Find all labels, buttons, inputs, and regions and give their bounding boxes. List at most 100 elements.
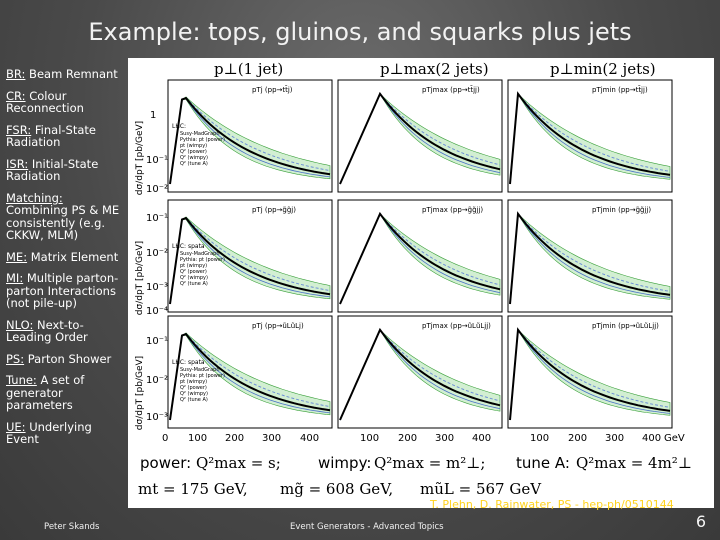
glossary-text: Multiple parton-parton Interactions (not… bbox=[6, 271, 119, 310]
legend-entry: Q² (wimpy) bbox=[180, 155, 208, 161]
legend-header: LHC: spata bbox=[172, 359, 205, 366]
y-tick-label: 10⁻³ bbox=[146, 412, 168, 423]
madgraph-curve bbox=[169, 332, 331, 421]
glossary-abbr: NLO: bbox=[6, 317, 34, 332]
y-tick-label: 10⁻² bbox=[146, 248, 168, 259]
legend-entry: Susy-MadGraph bbox=[180, 131, 220, 137]
citation-credit: T. Plehn, D. Rainwater, PS - hep-ph/0510… bbox=[430, 498, 674, 511]
glossary-abbr: MI: bbox=[6, 271, 24, 285]
page-number: 6 bbox=[695, 512, 706, 531]
process-label: pTjmax (pp→ũLũLjj) bbox=[422, 322, 491, 330]
madgraph-curve bbox=[339, 327, 501, 421]
uncertainty-band bbox=[169, 216, 331, 305]
pythia-curve bbox=[509, 212, 671, 305]
process-label: pTjmin (pp→g̃g̃jj) bbox=[592, 206, 651, 214]
x-tick-label: 200 bbox=[225, 433, 244, 444]
pythia-curve bbox=[169, 98, 331, 185]
y-tick-label: 1 bbox=[150, 110, 156, 121]
glossary-text: Underlying Event bbox=[6, 419, 92, 446]
pythia-curve bbox=[509, 328, 671, 421]
x-tick-label: 400 bbox=[472, 433, 491, 444]
x-tick-label: 200 bbox=[568, 433, 587, 444]
uncertainty-band bbox=[509, 328, 671, 421]
x-tick-label: 300 bbox=[262, 433, 281, 444]
y-tick-label: 10⁻¹ bbox=[146, 155, 168, 166]
column-header: p⊥max(2 jets) bbox=[380, 60, 489, 78]
legend-entry: Pythia: pt (power) bbox=[180, 257, 225, 263]
glossary-abbr: UE: bbox=[6, 419, 26, 434]
process-label: pTj (pp→ũLũLj) bbox=[252, 322, 304, 330]
glossary-text: Next-to-Leading Order bbox=[6, 317, 88, 344]
glossary-item: NLO: Next-to-Leading Order bbox=[6, 317, 126, 344]
y-tick-label: 10⁻² bbox=[146, 375, 168, 386]
x-tick-label: 100 bbox=[188, 433, 207, 444]
glossary-abbr: Tune: bbox=[6, 373, 37, 387]
legend-entry: Q² (power) bbox=[180, 269, 207, 275]
glossary-abbr: FSR: bbox=[6, 122, 32, 137]
x-unit-label: GeV bbox=[664, 433, 685, 444]
x-tick-label: 400 bbox=[300, 433, 319, 444]
squark-mass: mũL = 567 GeV bbox=[420, 480, 542, 498]
legend-entry: pt (wimpy) bbox=[180, 263, 207, 269]
pythia-curve bbox=[169, 96, 331, 185]
y-tick-label: 10⁻⁴ bbox=[146, 306, 168, 317]
glossary-item: ME: Matrix Element bbox=[6, 249, 126, 264]
glossary-item: UE: Underlying Event bbox=[6, 419, 126, 446]
glossary-item: Tune: A set of generator parameters bbox=[6, 374, 126, 412]
legend-entry: Pythia: pt (power) bbox=[180, 137, 225, 143]
plot-panel-frame bbox=[507, 199, 673, 313]
footer-talk-title: Event Generators - Advanced Topics bbox=[290, 522, 444, 532]
tune-wimpy-formula: Q²max = m²⊥; bbox=[374, 454, 485, 472]
madgraph-curve bbox=[169, 216, 331, 305]
top-mass: mt = 175 GeV, bbox=[138, 480, 248, 498]
process-label: pTj (pp→g̃g̃j) bbox=[252, 206, 296, 214]
pythia-curve bbox=[509, 328, 671, 421]
glossary-abbr: Matching: bbox=[6, 190, 63, 205]
plot-panel-frame bbox=[507, 79, 673, 193]
y-axis-label: dσ/dpT [pb/GeV] bbox=[135, 121, 145, 195]
y-tick-label: 10⁻¹ bbox=[146, 213, 168, 224]
legend-entry: Q² (tune A) bbox=[180, 397, 208, 403]
legend-entry: Q² (wimpy) bbox=[180, 275, 208, 281]
legend-entry: pt (wimpy) bbox=[180, 143, 207, 149]
plot-figure: p⊥(1 jet) p⊥max(2 jets) p⊥min(2 jets) dσ… bbox=[128, 58, 714, 508]
glossary-text: Matrix Element bbox=[27, 249, 119, 264]
glossary-item: Matching: Combining PS & ME consistently… bbox=[6, 190, 126, 242]
uncertainty-band bbox=[509, 212, 671, 305]
legend-header: LHC: spata bbox=[172, 243, 205, 250]
legend-entry: Q² (tune A) bbox=[180, 161, 208, 167]
process-label: pTj (pp→tt̄j) bbox=[252, 85, 293, 94]
legend-header: LHC: bbox=[172, 123, 186, 130]
glossary-abbr: PS: bbox=[6, 351, 25, 366]
footer-author: Peter Skands bbox=[44, 522, 100, 532]
glossary-text: Initial-State Radiation bbox=[6, 156, 99, 183]
glossary-item: PS: Parton Shower bbox=[6, 351, 126, 366]
madgraph-curve bbox=[339, 211, 501, 305]
glossary-abbr: BR: bbox=[6, 67, 26, 81]
pythia-curve bbox=[169, 218, 331, 305]
legend-entry: Susy-MadGraph bbox=[180, 367, 220, 373]
legend-entry: Q² (power) bbox=[180, 149, 207, 155]
y-axis-label: dσ/dpT [pb/GeV] bbox=[135, 241, 145, 315]
x-tick-label: 300 bbox=[605, 433, 624, 444]
legend-entry: Pythia: pt (power) bbox=[180, 373, 225, 379]
glossary-list: BR: Beam Remnant CR: Colour Reconnection… bbox=[6, 68, 126, 455]
plot-grid-svg: p⊥(1 jet) p⊥max(2 jets) p⊥min(2 jets) dσ… bbox=[135, 60, 692, 498]
glossary-abbr: ISR: bbox=[6, 156, 29, 171]
plot-panel-frame bbox=[507, 315, 673, 429]
tune-a-label: tune A: bbox=[516, 454, 570, 472]
process-label: pTjmin (pp→ũLũLjj) bbox=[592, 322, 659, 330]
x-tick-label: 200 bbox=[398, 433, 417, 444]
pythia-curve bbox=[509, 92, 671, 185]
pythia-curve bbox=[509, 92, 671, 185]
glossary-text: Final-State Radiation bbox=[6, 122, 96, 149]
slide-title: Example: tops, gluinos, and squarks plus… bbox=[88, 18, 632, 46]
uncertainty-band bbox=[169, 332, 331, 421]
x-tick-label: 400 bbox=[642, 433, 661, 444]
madgraph-curve bbox=[339, 91, 501, 185]
glossary-text: A set of generator parameters bbox=[6, 373, 85, 412]
madgraph-curve bbox=[509, 327, 671, 421]
glossary-item: MI: Multiple parton-parton Interactions … bbox=[6, 272, 126, 310]
madgraph-curve bbox=[509, 211, 671, 305]
